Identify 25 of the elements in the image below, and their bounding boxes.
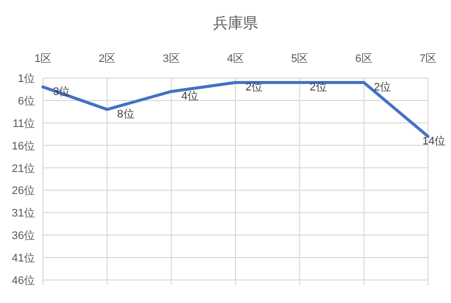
data-label: 2位 <box>310 81 327 94</box>
x-tick-label: 2区 <box>98 53 116 65</box>
y-tick-label: 41位 <box>12 252 35 265</box>
y-tick-label: 11位 <box>12 118 35 130</box>
y-tick-label: 1位 <box>18 73 35 85</box>
x-tick-label: 5区 <box>291 53 308 65</box>
data-label: 14位 <box>422 135 446 148</box>
chart-title: 兵庫県 <box>213 15 258 32</box>
data-label: 2位 <box>374 81 391 94</box>
x-tick-label: 3区 <box>162 53 180 65</box>
y-tick-label: 26位 <box>12 185 35 198</box>
line-series <box>42 80 430 138</box>
x-tick-label: 6区 <box>355 53 372 65</box>
data-label: 4位 <box>181 90 198 102</box>
y-tick-label: 21位 <box>12 162 35 175</box>
y-tick-label: 46位 <box>12 275 35 287</box>
data-label: 8位 <box>117 108 134 120</box>
y-tick-label: 6位 <box>18 95 35 108</box>
y-tick-label: 31位 <box>12 208 35 220</box>
x-tick-label: 1区 <box>34 53 52 65</box>
y-tick-label: 36位 <box>12 230 35 242</box>
y-tick-label: 16位 <box>12 140 35 152</box>
x-tick-label: 7区 <box>419 53 437 65</box>
data-label: 2位 <box>246 81 263 94</box>
x-tick-label: 4区 <box>226 53 244 65</box>
